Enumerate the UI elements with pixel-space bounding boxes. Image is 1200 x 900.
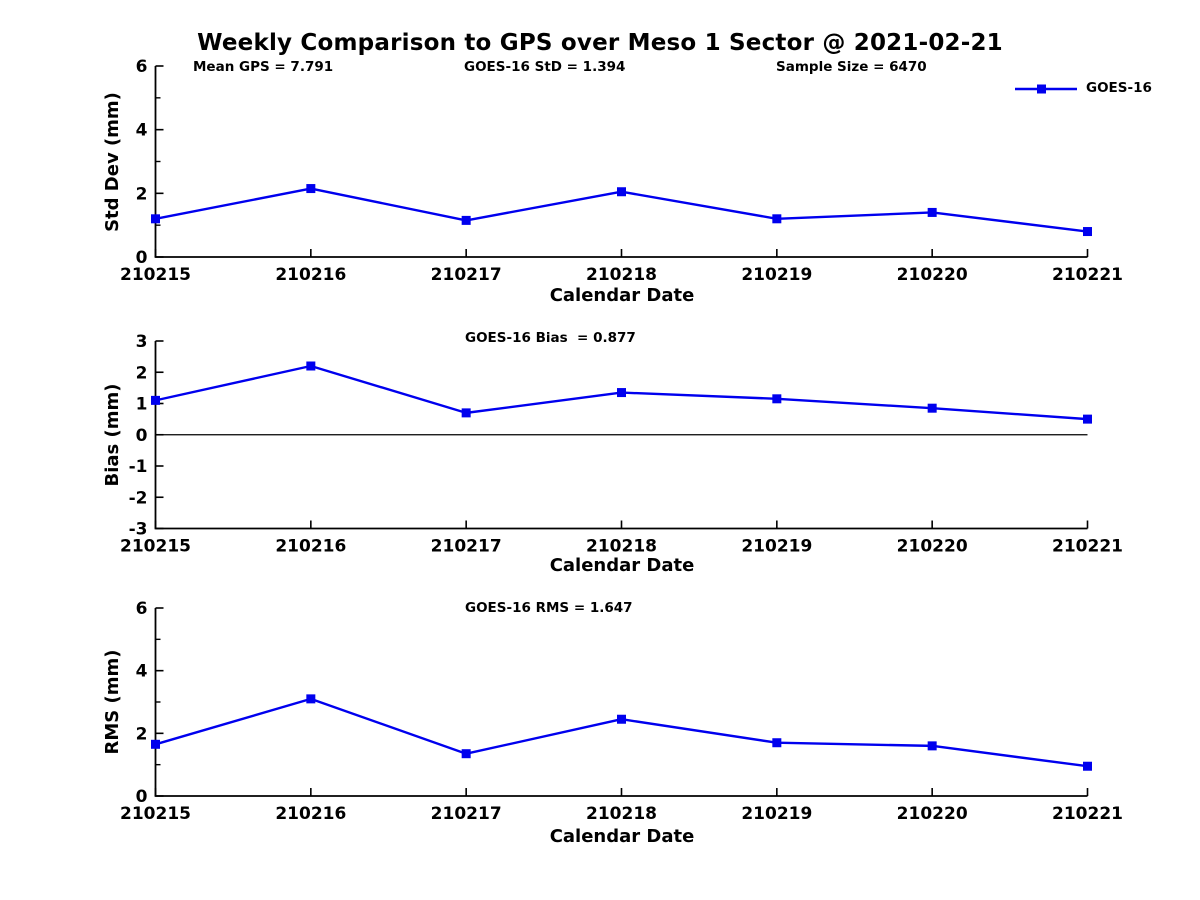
x-tick-label: 210217 xyxy=(431,804,502,824)
x-tick-label: 210220 xyxy=(897,265,968,285)
x-tick-label: 210218 xyxy=(586,537,657,557)
y-tick-label: -2 xyxy=(129,488,148,508)
data-point-marker xyxy=(461,215,471,225)
y-tick-label: 0 xyxy=(136,248,148,268)
data-point-marker xyxy=(927,403,937,413)
y-tick-label: 0 xyxy=(136,426,148,446)
subplot-rms-title: GOES-16 RMS = 1.647 xyxy=(465,600,633,616)
y-tick-label: 2 xyxy=(136,184,148,204)
x-tick-label: 210217 xyxy=(431,537,502,557)
data-point-marker xyxy=(1083,414,1092,424)
x-tick-label: 210216 xyxy=(275,265,346,285)
annotation-goes16-std: GOES-16 StD = 1.394 xyxy=(464,59,626,75)
annotation-mean-gps: Mean GPS = 7.791 xyxy=(193,59,334,75)
x-tick-label: 210217 xyxy=(431,265,502,285)
data-point-marker xyxy=(772,738,782,748)
x-tick-label: 210220 xyxy=(897,537,968,557)
y-tick-label: 2 xyxy=(136,724,148,744)
x-axis-label-calendar-date-2: Calendar Date xyxy=(549,555,695,576)
series-line-goes-16 xyxy=(155,697,1088,768)
x-tick-label: 210221 xyxy=(1052,265,1123,285)
y-tick-label: 6 xyxy=(136,57,148,77)
x-tick-label: 210219 xyxy=(741,804,812,824)
x-tick-label: 210221 xyxy=(1052,537,1123,557)
y-tick-label: 2 xyxy=(136,363,148,383)
x-axis-label-calendar-date-3: Calendar Date xyxy=(549,826,695,847)
annotation-sample-size: Sample Size = 6470 xyxy=(776,59,927,75)
data-point-marker xyxy=(617,714,626,724)
data-point-marker xyxy=(617,388,626,398)
y-tick-label: 4 xyxy=(136,662,148,682)
y-tick-label: 6 xyxy=(136,599,148,619)
x-tick-label: 210221 xyxy=(1052,804,1123,824)
y-tick-label: -3 xyxy=(129,520,148,540)
data-point-marker xyxy=(617,187,626,197)
x-tick-label: 210215 xyxy=(120,537,191,557)
legend-label: GOES-16 xyxy=(1086,80,1152,97)
data-point-marker xyxy=(1083,761,1092,771)
x-tick-label: 210218 xyxy=(586,804,657,824)
data-point-marker xyxy=(151,739,160,749)
data-point-marker xyxy=(772,394,782,404)
x-tick-label: 210216 xyxy=(275,537,346,557)
x-tick-label: 210220 xyxy=(897,804,968,824)
data-point-marker xyxy=(461,408,471,418)
y-tick-label: 4 xyxy=(136,121,148,141)
data-point-marker xyxy=(461,749,471,759)
x-tick-label: 210219 xyxy=(741,265,812,285)
y-tick-label: -1 xyxy=(129,457,148,477)
y-tick-label: 1 xyxy=(136,395,148,415)
legend-marker xyxy=(1037,84,1046,94)
data-point-marker xyxy=(306,694,316,704)
data-point-marker xyxy=(927,741,937,751)
y-tick-label: 0 xyxy=(136,787,148,807)
data-point-marker xyxy=(772,214,782,224)
x-tick-label: 210216 xyxy=(275,804,346,824)
subplot-2: -3 -2 -1 0 1 2 3 210215 210216 210217 210218 210219… xyxy=(120,332,1123,557)
data-point-marker xyxy=(151,214,160,224)
x-tick-label: 210218 xyxy=(586,265,657,285)
legend-line-marker-icon xyxy=(1015,84,1077,94)
data-point-marker xyxy=(306,184,316,194)
x-tick-label: 210215 xyxy=(120,804,191,824)
x-axis-label-calendar-date-1: Calendar Date xyxy=(549,285,695,306)
data-point-marker xyxy=(927,207,937,217)
subplot-3: 0 2 4 6 210215 210216 210217 210218 210219 210220… xyxy=(120,599,1123,824)
x-tick-label: 210219 xyxy=(741,537,812,557)
data-point-marker xyxy=(306,361,316,371)
x-tick-label: 210215 xyxy=(120,265,191,285)
data-point-marker xyxy=(1083,227,1092,237)
subplot-bias-title: GOES-16 Bias = 0.877 xyxy=(465,330,636,346)
y-tick-label: 3 xyxy=(136,332,148,352)
subplot-1: 0 2 4 6 210215 210216 210217 210218 210219 210220… xyxy=(120,57,1123,285)
legend: GOES-16 xyxy=(1014,80,1152,98)
figure-title: Weekly Comparison to GPS over Meso 1 Sec… xyxy=(197,30,1003,56)
data-point-marker xyxy=(151,395,160,405)
